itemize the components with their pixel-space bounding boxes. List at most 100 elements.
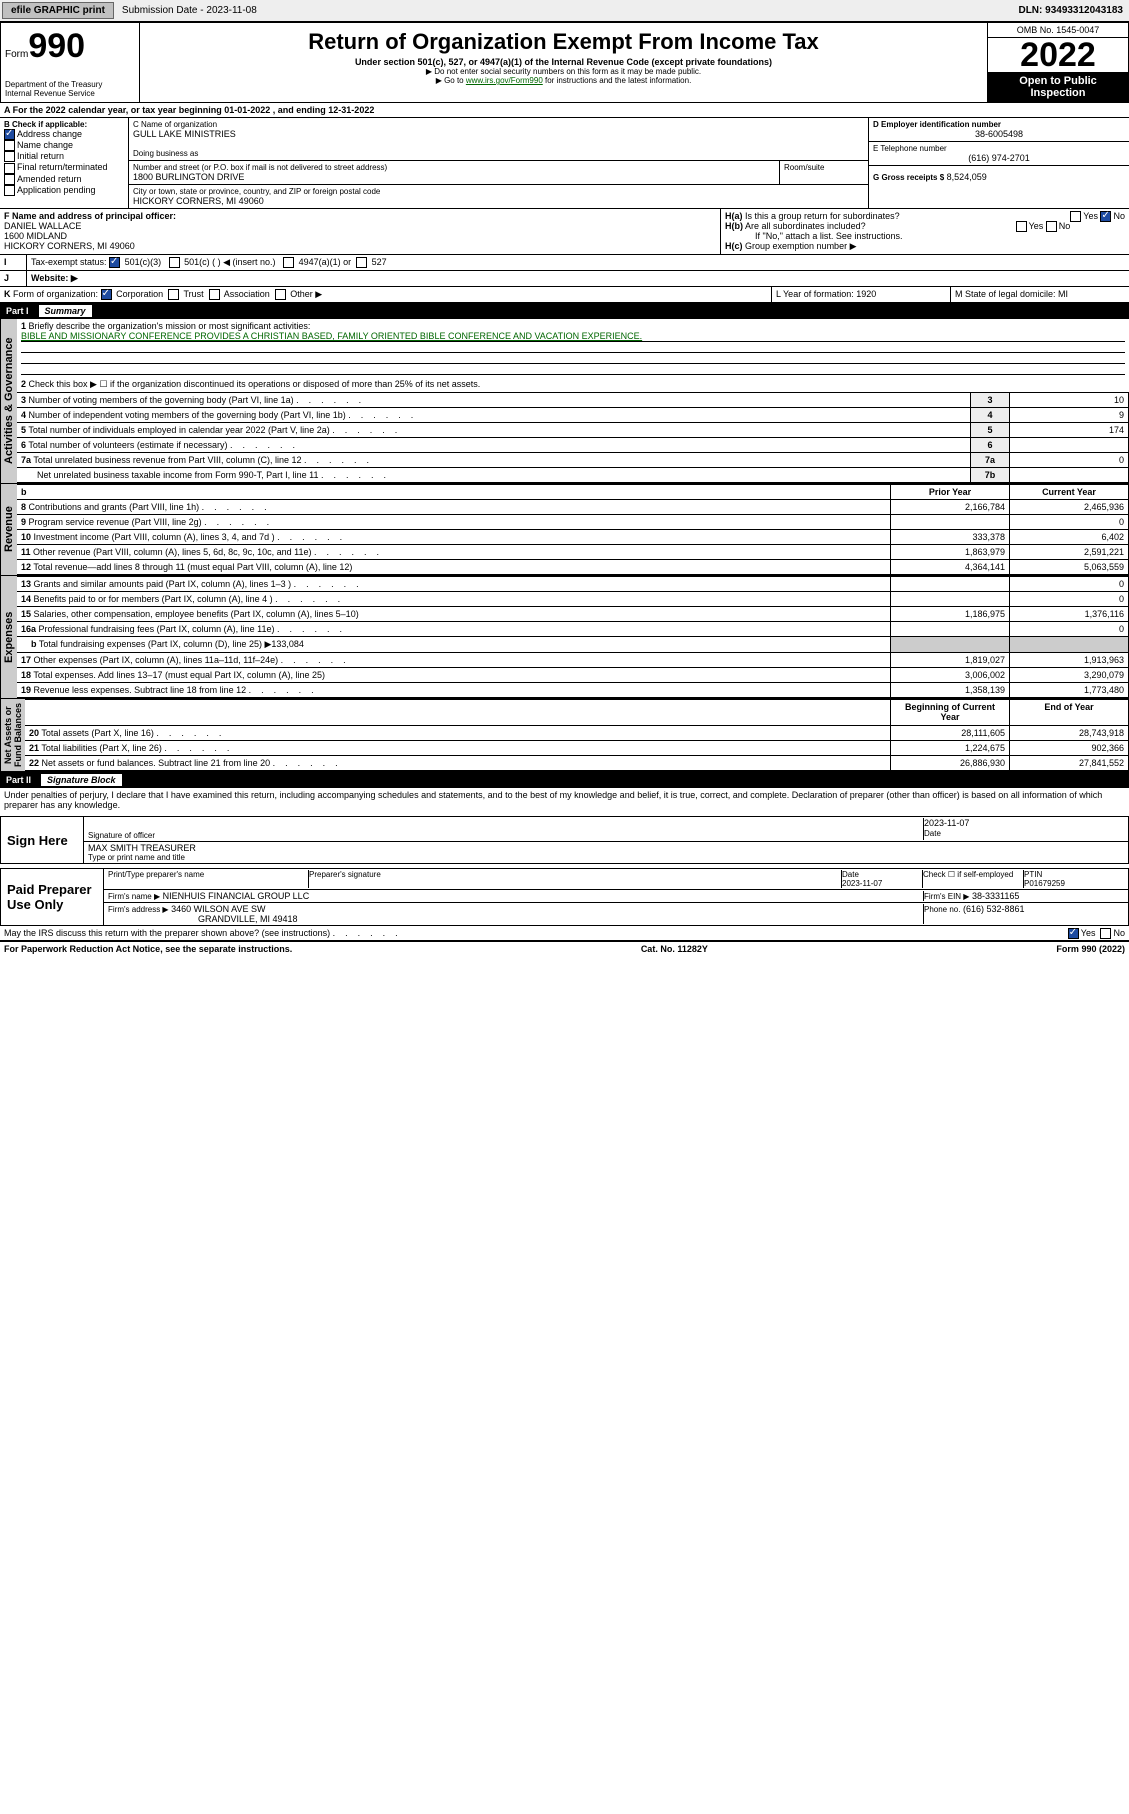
preparer-sig-label: Preparer's signature <box>309 870 842 888</box>
q1-label: Briefly describe the organization's miss… <box>29 321 311 331</box>
section-b-c-d: B Check if applicable: Address change Na… <box>0 118 1129 209</box>
irs-link[interactable]: www.irs.gov/Form990 <box>466 76 543 85</box>
telephone: (616) 974-2701 <box>873 153 1125 163</box>
ha-yes[interactable]: Yes <box>1083 211 1098 221</box>
mission-text: BIBLE AND MISSIONARY CONFERENCE PROVIDES… <box>21 331 1125 342</box>
sig-officer-label: Signature of officer <box>88 831 155 840</box>
section-b: B Check if applicable: Address change Na… <box>0 118 129 208</box>
chk-corp[interactable] <box>101 289 112 300</box>
opt-corp: Corporation <box>116 289 163 299</box>
k-label: Form of organization: <box>13 289 98 299</box>
vtab-expenses: Expenses <box>0 576 17 698</box>
line-13: 13 Grants and similar amounts paid (Part… <box>17 577 1129 592</box>
header-sub2: ▶ Do not enter social security numbers o… <box>144 67 983 76</box>
firm-addr-label: Firm's address ▶ <box>108 905 169 914</box>
line-7b: Net unrelated business taxable income fr… <box>17 468 1129 483</box>
part-1-title: Summary <box>39 305 92 317</box>
i-label: Tax-exempt status: <box>31 257 107 267</box>
f-label: F Name and address of principal officer: <box>4 211 176 221</box>
chk-name-change[interactable]: Name change <box>4 140 124 151</box>
ptin-label: PTIN <box>1024 870 1042 879</box>
discuss-yes: Yes <box>1081 928 1096 938</box>
firm-phone: (616) 532-8861 <box>963 904 1025 914</box>
efile-print-button[interactable]: efile GRAPHIC print <box>2 2 114 19</box>
line-10: 10 Investment income (Part VIII, column … <box>17 530 1129 545</box>
line-3: 3 Number of voting members of the govern… <box>17 393 1129 408</box>
chk-assoc[interactable] <box>209 289 220 300</box>
firm-name-label: Firm's name ▶ <box>108 892 160 901</box>
self-employed-check[interactable]: Check ☐ if self-employed <box>923 870 1024 888</box>
chk-pending[interactable]: Application pending <box>4 185 124 196</box>
line-7a: 7a Total unrelated business revenue from… <box>17 453 1129 468</box>
section-i: I Tax-exempt status: 501(c)(3) 501(c) ( … <box>0 255 1129 271</box>
e-label: E Telephone number <box>873 144 1125 153</box>
form-title: Return of Organization Exempt From Incom… <box>144 29 983 55</box>
ein: 38-6005498 <box>873 129 1125 139</box>
chk-527[interactable] <box>356 257 367 268</box>
ha-no[interactable]: No <box>1113 211 1125 221</box>
tax-year: 2022 <box>988 38 1128 72</box>
form-label: Form <box>5 49 28 60</box>
line-15: 15 Salaries, other compensation, employe… <box>17 607 1129 622</box>
d-label: D Employer identification number <box>873 120 1125 129</box>
dln: DLN: 93493312043183 <box>1012 3 1129 18</box>
opt-trust: Trust <box>183 289 203 299</box>
opt-other: Other ▶ <box>290 289 322 299</box>
chk-other[interactable] <box>275 289 286 300</box>
paid-preparer-label: Paid Preparer Use Only <box>1 869 103 925</box>
hc-label: Group exemption number ▶ <box>745 241 856 251</box>
officer-name: DANIEL WALLACE <box>4 221 81 231</box>
chk-501c[interactable] <box>169 257 180 268</box>
form-ref: Form 990 (2022) <box>1056 944 1125 954</box>
discuss-yes-chk[interactable] <box>1068 928 1079 939</box>
org-name: GULL LAKE MINISTRIES <box>133 129 864 139</box>
year-formation: L Year of formation: 1920 <box>772 287 951 302</box>
sign-here-box: Sign Here Signature of officer 2023-11-0… <box>0 816 1129 864</box>
hb-yes[interactable]: Yes <box>1029 221 1044 231</box>
opt-501c: 501(c) ( ) ◀ (insert no.) <box>184 257 275 267</box>
line-16b: b Total fundraising expenses (Part IX, c… <box>17 637 1129 653</box>
section-j: J Website: ▶ <box>0 271 1129 287</box>
vtab-revenue: Revenue <box>0 484 17 575</box>
line-8: 8 Contributions and grants (Part VIII, l… <box>17 500 1129 515</box>
line-6: 6 Total number of volunteers (estimate i… <box>17 438 1129 453</box>
top-bar: efile GRAPHIC print Submission Date - 20… <box>0 0 1129 22</box>
hb-no[interactable]: No <box>1059 221 1071 231</box>
firm-addr1: 3460 WILSON AVE SW <box>171 904 265 914</box>
vtab-activities: Activities & Governance <box>0 319 17 483</box>
chk-4947[interactable] <box>283 257 294 268</box>
chk-501c3[interactable] <box>109 257 120 268</box>
section-h: H(a) Is this a group return for subordin… <box>721 209 1129 254</box>
goto-suffix: for instructions and the latest informat… <box>543 76 692 85</box>
na-headers: Beginning of Current YearEnd of Year <box>25 700 1129 725</box>
street-address: 1800 BURLINGTON DRIVE <box>133 172 775 182</box>
form-990: 990 <box>28 27 85 66</box>
line-11: 11 Other revenue (Part VIII, column (A),… <box>17 545 1129 560</box>
goto-prefix: ▶ Go to <box>436 76 466 85</box>
chk-trust[interactable] <box>168 289 179 300</box>
city-label: City or town, state or province, country… <box>133 187 864 196</box>
chk-address-change[interactable]: Address change <box>4 129 124 140</box>
form-number: Form 990 <box>5 27 135 66</box>
header-sub3: ▶ Go to www.irs.gov/Form990 for instruct… <box>144 76 983 85</box>
line-16a: 16a Professional fundraising fees (Part … <box>17 622 1129 637</box>
officer-city: HICKORY CORNERS, MI 49060 <box>4 241 135 251</box>
activities-governance: Activities & Governance 1 Briefly descri… <box>0 319 1129 484</box>
part-2-header: Part II Signature Block <box>0 772 1129 788</box>
p-date-val: 2023-11-07 <box>842 879 882 888</box>
chk-amended[interactable]: Amended return <box>4 174 124 185</box>
b-header: B Check if applicable: <box>4 120 124 129</box>
part-1-header: Part I Summary <box>0 303 1129 319</box>
line-20: 20 Total assets (Part X, line 16)28,111,… <box>25 725 1129 740</box>
paid-preparer-box: Paid Preparer Use Only Print/Type prepar… <box>0 868 1129 926</box>
part-2-title: Signature Block <box>41 774 122 786</box>
chk-final-return[interactable]: Final return/terminated <box>4 162 124 173</box>
discuss-no-chk[interactable] <box>1100 928 1111 939</box>
firm-name: NIENHUIS FINANCIAL GROUP LLC <box>163 891 310 901</box>
p-date-label: Date <box>842 870 859 879</box>
chk-initial-return[interactable]: Initial return <box>4 151 124 162</box>
line-18: 18 Total expenses. Add lines 13–17 (must… <box>17 668 1129 683</box>
c-label: C Name of organization <box>133 120 864 129</box>
type-name-label: Type or print name and title <box>88 853 1124 862</box>
tax-year-line: A For the 2022 calendar year, or tax yea… <box>0 103 1129 117</box>
